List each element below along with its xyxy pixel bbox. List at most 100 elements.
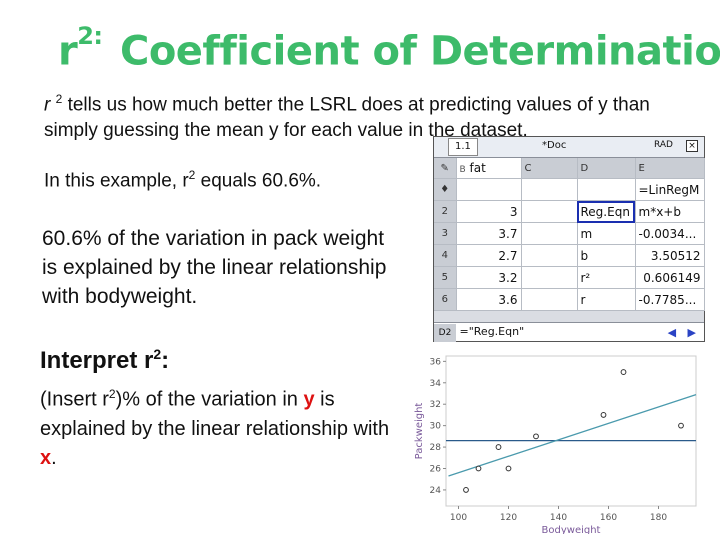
table-cell[interactable]: b xyxy=(577,244,636,267)
example-post: equals 60.6%. xyxy=(195,170,322,192)
table-cell[interactable] xyxy=(577,178,636,201)
data-point xyxy=(475,465,482,472)
angle-mode: RAD xyxy=(654,140,673,150)
document-title: *Doc xyxy=(542,140,567,151)
column-d-header[interactable]: D xyxy=(577,158,636,179)
interpret-template: (Insert r2)% of the variation in y is ex… xyxy=(40,380,400,473)
table-cell[interactable] xyxy=(521,200,578,223)
table-cell[interactable] xyxy=(521,178,578,201)
y-tick-label: 34 xyxy=(430,379,442,389)
cell-reference: D2 xyxy=(434,324,456,342)
y-tick-label: 36 xyxy=(430,357,442,367)
table-row: 5 3.2 r² 0.606149 xyxy=(434,266,705,289)
interpret-part-2: )% of the variation in xyxy=(115,388,304,411)
column-b-header[interactable]: B fat xyxy=(456,158,522,179)
intro-superscript: 2 xyxy=(55,92,63,106)
table-cell[interactable]: r xyxy=(577,288,636,311)
scroll-arrows-icon[interactable]: ◀ ▶ xyxy=(667,326,700,339)
calculator-screen: 1.1 *Doc RAD × ✎ B fat C D E ♦ =LinRegM … xyxy=(433,136,705,342)
data-point xyxy=(678,422,684,429)
intro-text: tells us how much better the LSRL does a… xyxy=(44,94,650,142)
y-tick-label: 32 xyxy=(430,400,441,410)
x-tick-label: 140 xyxy=(550,513,567,523)
data-point xyxy=(463,487,469,493)
interpret-x: x xyxy=(40,446,52,469)
table-row: 2 3 Reg.Eqn m*x+b xyxy=(434,200,705,223)
y-tick-label: 24 xyxy=(430,486,442,496)
y-axis-label: Packweight xyxy=(414,403,425,460)
interpret-heading: Interpret r2: xyxy=(40,346,169,375)
table-row: 3 3.7 m -0.0034... xyxy=(434,222,705,245)
example-line: In this example, r2 equals 60.6%. xyxy=(44,168,321,192)
calculator-toolbar: 1.1 *Doc RAD × xyxy=(434,137,704,158)
table-cell[interactable]: 0.606149 xyxy=(635,266,705,289)
formula-row: ♦ =LinRegM xyxy=(434,178,705,201)
column-e-header[interactable]: E xyxy=(635,158,705,179)
table-cell[interactable]: 3.2 xyxy=(456,266,522,289)
table-row: 6 3.6 r -0.7785... xyxy=(434,288,705,311)
row-number: 5 xyxy=(434,266,457,289)
title-superscript: 2: xyxy=(77,22,103,50)
intro-paragraph: r 2 tells us how much better the LSRL do… xyxy=(44,86,694,144)
table-cell[interactable] xyxy=(456,178,522,201)
pencil-icon: ✎ xyxy=(434,158,457,179)
close-icon[interactable]: × xyxy=(686,140,698,152)
table-cell[interactable]: 3.50512 xyxy=(635,244,705,267)
formula-row-marker: ♦ xyxy=(434,178,457,201)
interpret-part-4: . xyxy=(51,446,57,469)
formula-cell[interactable]: =LinRegM xyxy=(635,178,705,201)
table-row: 4 2.7 b 3.50512 xyxy=(434,244,705,267)
interpret-heading-colon: : xyxy=(161,347,170,374)
table-cell[interactable]: -0.0034... xyxy=(635,222,705,245)
table-cell[interactable]: -0.7785... xyxy=(635,288,705,311)
table-cell[interactable] xyxy=(521,244,578,267)
column-c-header[interactable]: C xyxy=(521,158,578,179)
table-cell[interactable]: m xyxy=(577,222,636,245)
interpret-part-1: (Insert r xyxy=(40,388,109,411)
x-tick-label: 160 xyxy=(600,513,617,523)
table-cell[interactable]: 3 xyxy=(456,200,522,223)
interpret-superscript: 2 xyxy=(108,387,116,401)
data-point xyxy=(505,465,512,472)
x-tick-label: 180 xyxy=(650,513,667,523)
table-cell[interactable]: m*x+b xyxy=(635,200,705,223)
row-number: 3 xyxy=(434,222,457,245)
title-r: r xyxy=(58,28,78,75)
column-header-row: ✎ B fat C D E xyxy=(434,158,705,179)
entry-text: ="Reg.Eqn" xyxy=(459,325,525,338)
explanation-text: 60.6% of the variation in pack weight is… xyxy=(42,227,387,308)
row-number: 2 xyxy=(434,200,457,223)
title-text: Coefficient of Determination xyxy=(119,28,720,75)
interpret-heading-superscript: 2 xyxy=(153,346,162,362)
table-cell[interactable]: 3.7 xyxy=(456,222,522,245)
x-tick-label: 100 xyxy=(450,513,467,523)
plot-area xyxy=(445,355,697,507)
regression-line xyxy=(448,393,697,477)
data-point xyxy=(533,433,539,440)
table-cell[interactable]: 3.6 xyxy=(456,288,522,311)
selected-cell[interactable]: Reg.Eqn xyxy=(577,200,636,223)
x-tick-label: 120 xyxy=(500,513,517,523)
row-number: 6 xyxy=(434,288,457,311)
table-cell[interactable] xyxy=(521,288,578,311)
y-tick-label: 26 xyxy=(430,465,442,475)
interpret-heading-text: Interpret r xyxy=(40,347,154,374)
scatter-plot: 24 26 28 30 32 34 36 100 120 140 160 180 Bodyweight P… xyxy=(414,355,697,534)
x-axis-label: Bodyweight xyxy=(542,525,601,534)
row-number: 4 xyxy=(434,244,457,267)
y-tick-label: 30 xyxy=(430,422,442,432)
data-point xyxy=(620,369,627,375)
interpret-part-3: is explained by the linear relationship … xyxy=(40,388,390,440)
table-cell[interactable]: r² xyxy=(577,266,636,289)
example-pre: In this example, r xyxy=(44,170,189,192)
example-superscript: 2 xyxy=(188,168,196,182)
table-cell[interactable]: 2.7 xyxy=(456,244,522,267)
data-point xyxy=(600,412,607,418)
table-cell[interactable] xyxy=(521,222,578,245)
tab-1-1[interactable]: 1.1 xyxy=(448,138,478,156)
spreadsheet: ✎ B fat C D E ♦ =LinRegM 2 3 Reg.Eqn m*x… xyxy=(434,158,705,311)
interpret-y: y xyxy=(303,388,315,411)
entry-line[interactable]: D2 ="Reg.Eqn" ◀ ▶ xyxy=(434,322,704,342)
table-cell[interactable] xyxy=(521,266,578,289)
slide-title: r2: Coefficient of Determination xyxy=(58,22,720,75)
